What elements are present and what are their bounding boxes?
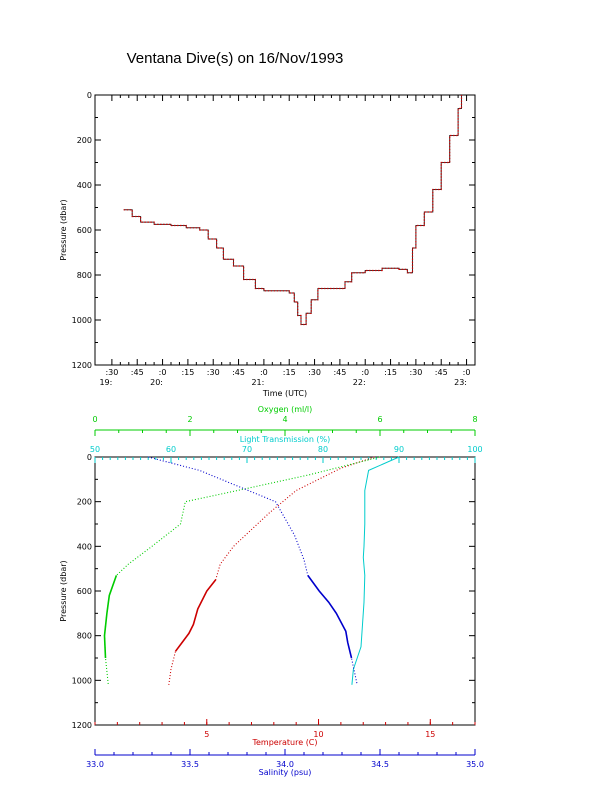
- bottom-y-tick-label: 0: [87, 453, 92, 462]
- bottom-chart: 0 200 400 600 800 1000 1200 Pressure (dbar) 0 2 4 6…: [59, 405, 484, 777]
- top-x-tick-minute: :0: [159, 368, 167, 377]
- axis-tick-label-3: 34.0: [276, 760, 294, 769]
- top-x-tick-hour: 21:: [251, 378, 264, 387]
- bottom-y-axis-title: Pressure (dbar): [59, 560, 68, 621]
- axis-tick-label-0: 4: [282, 415, 287, 424]
- dive-pressure-dots: [123, 95, 463, 326]
- axis-tick-label-3: 33.5: [181, 760, 199, 769]
- top-x-tick-minute: :15: [384, 368, 397, 377]
- top-x-tick-minute: :45: [333, 368, 346, 377]
- top-plot-frame: [94, 94, 476, 366]
- top-y-axis-title: Pressure (dbar): [59, 199, 68, 260]
- page-title: Ventana Dive(s) on 16/Nov/1993: [126, 50, 344, 67]
- top-y-tick-label: 0: [87, 91, 92, 100]
- axis-tick-label-1: 50: [90, 445, 100, 454]
- profile-dots-1: [103, 456, 381, 685]
- axis-tick-label-1: 70: [242, 445, 252, 454]
- bottom-y-tick-label: 600: [77, 587, 92, 596]
- top-x-tick-minute: :30: [105, 368, 118, 377]
- top-x-tick-hour: 20:: [150, 378, 163, 387]
- top-y-tick-label: 600: [77, 226, 92, 235]
- axis-tick-label-3: 35.0: [466, 760, 484, 769]
- top-x-tick-hour: 23:: [454, 378, 467, 387]
- profile-deep-0: [174, 579, 217, 652]
- axis-title-3: Salinity (psu): [259, 768, 312, 777]
- axis-tick-label-0: 6: [377, 415, 382, 424]
- axis-title-1: Light Transmission (%): [240, 435, 331, 444]
- top-x-tick-minute: :0: [260, 368, 268, 377]
- top-x-tick-minute: :30: [409, 368, 422, 377]
- dive-pressure-line: [123, 95, 462, 325]
- bottom-y-tick-label: 800: [77, 632, 92, 641]
- axis-tick-label-0: 0: [92, 415, 97, 424]
- axis-tick-label-2: 10: [313, 730, 323, 739]
- bottom-y-tick-label: 1000: [72, 676, 92, 685]
- axis-tick-label-1: 90: [394, 445, 404, 454]
- axis-tick-label-0: 8: [472, 415, 477, 424]
- top-y-tick-label: 200: [77, 136, 92, 145]
- top-y-tick-label: 1200: [72, 361, 92, 370]
- axis-tick-label-2: 5: [204, 730, 209, 739]
- top-x-tick-minute: :30: [207, 368, 220, 377]
- profile-dots-3: [148, 456, 358, 685]
- profile-deep-1: [103, 575, 118, 659]
- axis-tick-label-1: 80: [318, 445, 328, 454]
- bottom-y-tick-label: 1200: [72, 721, 92, 730]
- top-y-tick-label: 1000: [72, 316, 92, 325]
- top-x-tick-minute: :0: [463, 368, 471, 377]
- top-x-axis-title: Time (UTC): [262, 389, 307, 398]
- top-x-tick-hour: 22:: [353, 378, 366, 387]
- top-x-tick-minute: :30: [308, 368, 321, 377]
- axis-title-0: Oxygen (ml/l): [258, 405, 313, 414]
- top-x-tick-hour: 19:: [99, 378, 112, 387]
- axis-tick-label-3: 34.5: [371, 760, 389, 769]
- top-x-tick-minute: :45: [131, 368, 144, 377]
- axis-tick-label-1: 60: [166, 445, 176, 454]
- axis-tick-label-2: 15: [425, 730, 435, 739]
- axis-title-2: Temperature (C): [251, 738, 317, 747]
- bottom-y-tick-label: 400: [77, 542, 92, 551]
- top-y-tick-label: 800: [77, 271, 92, 280]
- top-x-tick-minute: :0: [361, 368, 369, 377]
- profile-deep-3: [307, 574, 353, 659]
- bottom-y-tick-label: 200: [77, 498, 92, 507]
- top-x-tick-minute: :45: [232, 368, 245, 377]
- bottom-plot-frame: [94, 456, 476, 726]
- top-y-tick-label: 400: [77, 181, 92, 190]
- profile-line-2: [351, 456, 400, 685]
- top-x-tick-minute: :15: [181, 368, 194, 377]
- profile-dots-0: [168, 456, 375, 685]
- top-x-tick-minute: :15: [283, 368, 296, 377]
- axis-tick-label-1: 100: [467, 445, 482, 454]
- axis-tick-label-3: 33.0: [86, 760, 104, 769]
- top-x-tick-minute: :45: [435, 368, 448, 377]
- axis-tick-label-0: 2: [187, 415, 192, 424]
